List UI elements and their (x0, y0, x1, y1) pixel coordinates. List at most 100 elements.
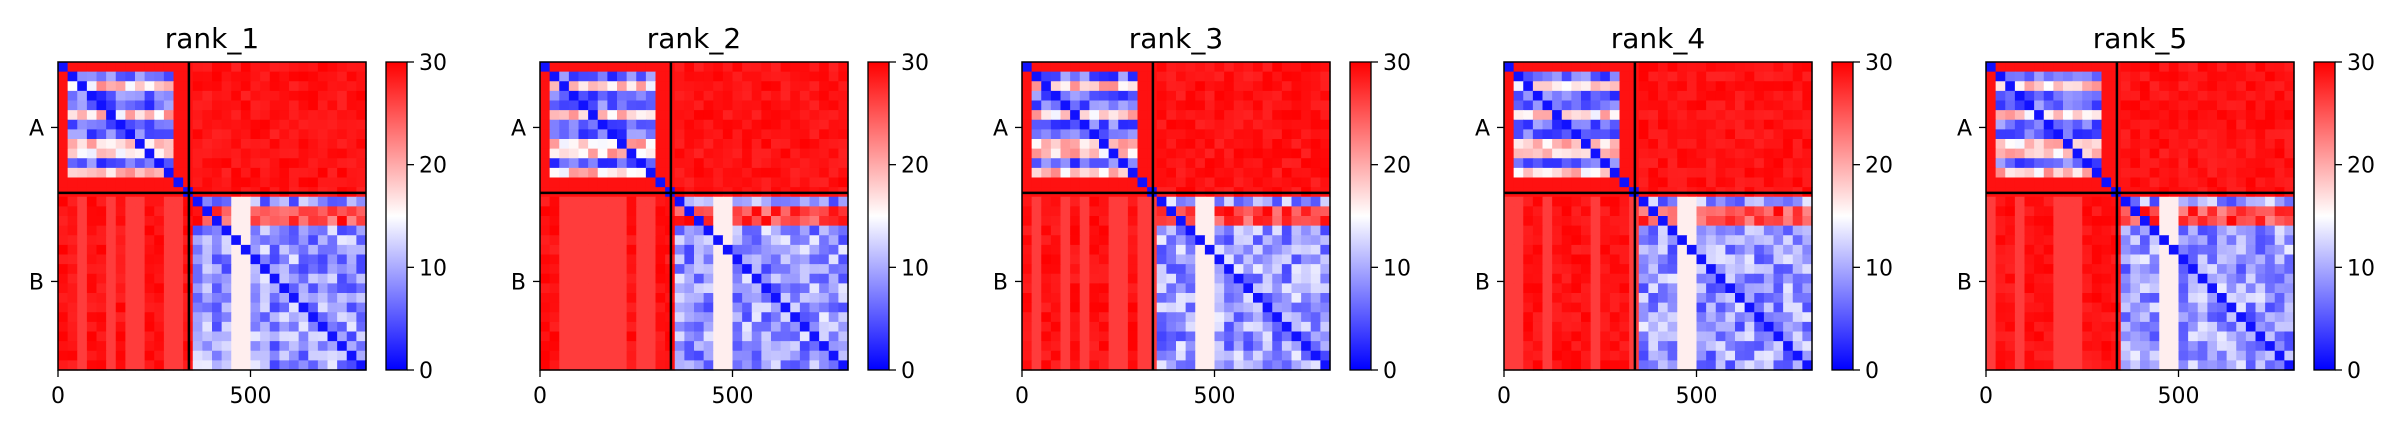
heat-cell (68, 332, 78, 342)
heat-cell (1600, 72, 1610, 82)
heat-cell (1282, 91, 1292, 101)
heat-cell (1986, 81, 1996, 91)
heat-cell (617, 226, 627, 236)
heat-cell (1610, 62, 1620, 72)
heat-cell (212, 81, 222, 91)
heat-cell (1224, 332, 1234, 342)
heat-cell (1793, 235, 1803, 245)
heat-cell (2102, 72, 2112, 82)
heat-cell (1600, 341, 1610, 351)
heat-cell (1292, 62, 1302, 72)
heat-cell (87, 341, 97, 351)
heat-cell (838, 312, 848, 322)
heat-cell (1745, 216, 1755, 226)
heat-cell (347, 197, 357, 207)
heat-cell (77, 341, 87, 351)
heat-cell (1610, 72, 1620, 82)
heat-cell (2265, 62, 2275, 72)
heat-cell (193, 206, 203, 216)
heat-cell (1774, 110, 1784, 120)
heat-cell (1581, 341, 1591, 351)
heat-cell (588, 72, 598, 82)
heat-cell (1571, 81, 1581, 91)
heat-cell (656, 312, 666, 322)
heat-cell (1080, 351, 1090, 361)
heat-cell (1571, 332, 1581, 342)
heat-cell (1648, 101, 1658, 111)
heat-cell (781, 332, 791, 342)
heat-cell (1089, 360, 1099, 370)
heat-cell (550, 245, 560, 255)
heat-cell (299, 312, 309, 322)
heat-cell (1022, 101, 1032, 111)
heat-cell (1070, 91, 1080, 101)
heat-cell (1793, 197, 1803, 207)
heat-cell (1562, 129, 1572, 139)
heat-cell (2005, 226, 2015, 236)
heat-cell (1706, 274, 1716, 284)
heat-cell (752, 216, 762, 226)
heat-cell (1687, 274, 1697, 284)
heat-cell (607, 312, 617, 322)
heat-cell (1504, 197, 1514, 207)
heat-cell (704, 120, 714, 130)
heat-cell (1061, 255, 1071, 265)
heat-cell (212, 341, 222, 351)
heat-cell (829, 322, 839, 332)
heat-cell (1234, 149, 1244, 159)
heat-cell (241, 178, 251, 188)
heat-cell (1311, 322, 1321, 332)
heat-cell (1061, 312, 1071, 322)
heat-cell (742, 91, 752, 101)
heat-cell (598, 110, 608, 120)
heat-cell (241, 341, 251, 351)
heat-cell (1600, 168, 1610, 178)
heat-cell (598, 312, 608, 322)
heat-cell (790, 91, 800, 101)
heat-cell (1292, 303, 1302, 313)
heat-cell (1292, 120, 1302, 130)
heat-cell (2217, 120, 2227, 130)
heat-cell (1032, 283, 1042, 293)
heat-cell (800, 332, 810, 342)
heat-cell (1687, 158, 1697, 168)
heat-cell (2198, 255, 2208, 265)
heat-cell (1677, 178, 1687, 188)
heat-cell (1032, 72, 1042, 82)
heat-cell (58, 158, 68, 168)
heat-cell (2150, 62, 2160, 72)
heat-cell (627, 264, 637, 274)
heat-cell (1205, 303, 1215, 313)
heat-cell (1263, 129, 1273, 139)
heat-cell (694, 158, 704, 168)
heat-cell (761, 274, 771, 284)
heat-cell (1706, 255, 1716, 265)
heat-cell (1514, 226, 1524, 236)
heat-cell (231, 283, 241, 293)
heat-cell (2236, 149, 2246, 159)
heat-cell (1166, 274, 1176, 284)
heat-cell (251, 235, 261, 245)
heat-cell (1986, 293, 1996, 303)
heat-cell (2159, 62, 2169, 72)
heat-cell (1677, 110, 1687, 120)
heat-cell (289, 312, 299, 322)
heat-cell (704, 81, 714, 91)
heat-cell (2102, 149, 2112, 159)
heat-cell (2130, 110, 2140, 120)
heat-cell (1215, 245, 1225, 255)
heat-cell (1639, 264, 1649, 274)
heat-cell (1301, 322, 1311, 332)
heat-cell (1176, 332, 1186, 342)
panel-title: rank_3 (1129, 22, 1223, 55)
heat-cell (1543, 168, 1553, 178)
heat-cell (1581, 72, 1591, 82)
heat-cell (1215, 139, 1225, 149)
heat-cell (164, 255, 174, 265)
heat-cell (1253, 360, 1263, 370)
heat-cell (1687, 360, 1697, 370)
heat-cell (1311, 303, 1321, 313)
heat-cell (752, 149, 762, 159)
heat-cell (164, 264, 174, 274)
heat-cell (1253, 245, 1263, 255)
